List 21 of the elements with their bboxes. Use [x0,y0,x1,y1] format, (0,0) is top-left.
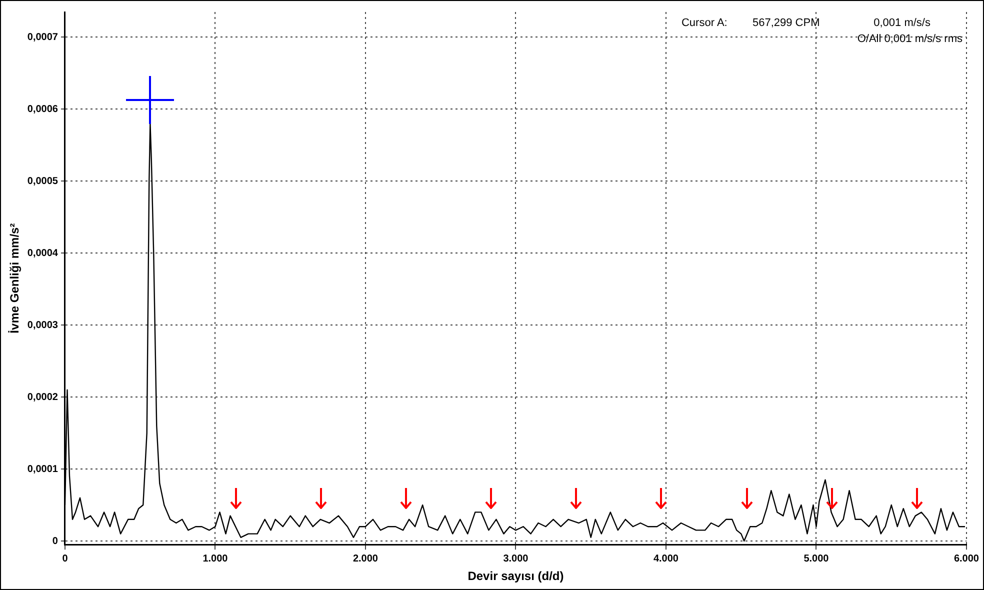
y-tick-label: 0,0004 [27,248,58,259]
y-tick-label: 0,0001 [27,464,58,475]
annotation: Cursor A: [681,17,728,29]
annotation: 567,299 CPM [752,17,820,29]
y-tick-label: 0 [52,536,58,547]
x-tick-label: 6.000 [954,553,980,564]
x-tick-label: 1.000 [202,553,228,564]
annotation: O/All 0,001 m/s/s rms [857,33,963,45]
x-axis-title: Devir sayısı (d/d) [468,569,564,584]
y-tick-label: 0,0006 [27,104,58,115]
y-tick-label: 0,0007 [27,32,58,43]
x-tick-label: 2.000 [352,553,378,564]
annotation: 0,001 m/s/s [874,17,931,29]
x-tick-label: 3.000 [503,553,529,564]
y-tick-label: 0,0002 [27,392,58,403]
y-axis-title: İvme Genliği mm/s² [8,223,22,334]
y-tick-label: 0,0003 [27,320,58,331]
x-tick-label: 4.000 [653,553,679,564]
y-tick-label: 0,0005 [27,176,58,187]
x-tick-label: 0 [62,553,68,564]
x-tick-label: 5.000 [804,553,830,564]
